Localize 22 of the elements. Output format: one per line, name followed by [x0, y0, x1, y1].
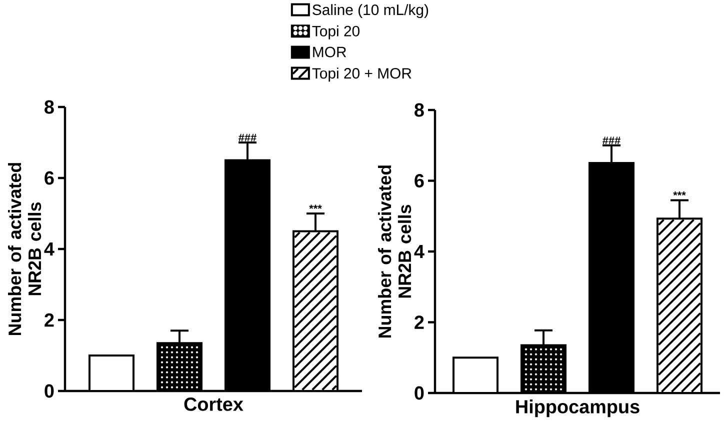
x-axis-title: Hippocampus [516, 400, 640, 418]
y-tick-label: 4 [414, 244, 424, 258]
y-tick-label: 8 [44, 100, 54, 114]
data-label: ### [238, 134, 256, 142]
legend-label: Topi 20 + MOR [312, 68, 412, 82]
y-axis-title: Number of activated NR2B cells [378, 166, 412, 338]
y-tick-label: 8 [414, 103, 424, 117]
y-tick-label: 4 [44, 242, 54, 256]
y-tick-label: 2 [44, 313, 54, 327]
y-tick-label: 0 [44, 384, 54, 398]
legend-label: Topi 20 [312, 25, 360, 40]
legend-label: MOR [313, 46, 346, 58]
y-axis-title: Number of activated NR2B cells [8, 163, 42, 335]
data-label: *** [309, 204, 322, 209]
y-tick-label: 2 [414, 316, 424, 329]
y-tick-label: 0 [414, 386, 424, 400]
legend-label: Saline (10 mL/kg) [312, 4, 428, 18]
data-label: ### [602, 136, 620, 144]
x-axis-title: Cortex [184, 398, 244, 411]
y-tick-label: 6 [44, 171, 54, 185]
data-label: *** [673, 191, 686, 196]
y-tick-label: 6 [414, 174, 424, 188]
